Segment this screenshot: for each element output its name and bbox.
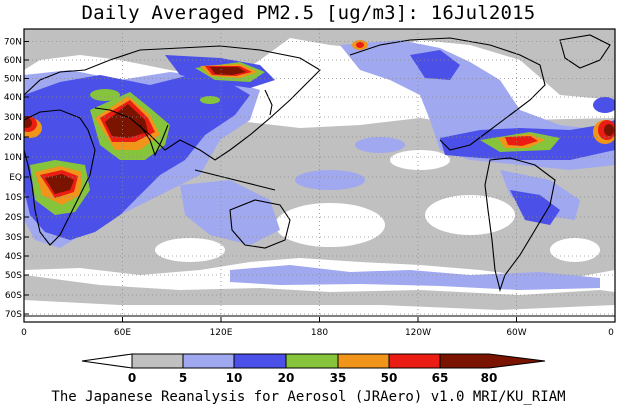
lat-label: EQ xyxy=(9,173,22,183)
legend-bin-6 xyxy=(388,353,441,369)
lat-label: 10N xyxy=(4,153,22,163)
lat-label: 50S xyxy=(5,271,22,281)
legend-tick-label: 0 xyxy=(128,371,136,385)
lat-label: 40S xyxy=(5,252,22,262)
legend-bin-3 xyxy=(233,353,287,369)
map-title: Daily Averaged PM2.5 [ug/m3]: 16Jul2015 xyxy=(81,2,536,24)
lat-label: 60N xyxy=(4,56,22,66)
lon-label: 60E xyxy=(114,328,131,338)
lat-labels: 70N 60N 50N 40N 30N 20N 10N EQ 10S 20S 3… xyxy=(4,38,22,321)
legend-tick-label: 20 xyxy=(278,371,295,385)
lat-label: 10S xyxy=(5,193,22,203)
lon-labels: 0 60E 120E 180 120W 60W 0 xyxy=(21,328,614,338)
legend-tick-label: 80 xyxy=(481,371,498,385)
legend-bin-7 xyxy=(439,353,546,369)
lat-label: 60S xyxy=(5,291,22,301)
pm25-band-80-plus xyxy=(24,67,614,194)
lon-label: 0 xyxy=(21,328,27,338)
legend-bin-5 xyxy=(337,353,390,369)
legend-bin-4 xyxy=(285,353,339,369)
legend-tick-label: 50 xyxy=(381,371,398,385)
lat-ticks xyxy=(24,41,29,315)
map-caption: The Japanese Reanalysis for Aerosol (JRA… xyxy=(51,389,566,405)
legend-bin-2 xyxy=(182,353,235,369)
lon-ticks xyxy=(23,317,616,322)
legend-tick-label: 5 xyxy=(179,371,187,385)
lon-label: 60W xyxy=(506,328,526,338)
legend-labels: 0 5 10 20 35 50 65 80 xyxy=(128,371,498,385)
pm25-field xyxy=(24,29,615,322)
lat-label: 70N xyxy=(4,38,22,48)
pm25-band-0-5 xyxy=(50,50,600,322)
lat-label: 70S xyxy=(5,310,22,320)
lon-label: 180 xyxy=(311,328,328,338)
legend-tick-label: 65 xyxy=(432,371,449,385)
coastlines xyxy=(24,34,615,317)
legend-bin-0 xyxy=(81,353,133,369)
lat-label: 20S xyxy=(5,213,22,223)
lat-label: 30S xyxy=(5,233,22,243)
legend-tick-label: 35 xyxy=(330,371,347,385)
lon-label: 0 xyxy=(608,328,614,338)
color-legend xyxy=(81,353,546,369)
lon-label: 120E xyxy=(210,328,233,338)
lat-label: 20N xyxy=(4,133,22,143)
lat-label: 50N xyxy=(4,75,22,85)
legend-bin-1 xyxy=(131,353,184,369)
graticule xyxy=(24,29,615,322)
lat-label: 40N xyxy=(4,93,22,103)
lon-label: 120W xyxy=(405,328,431,338)
legend-tick-label: 10 xyxy=(226,371,243,385)
lat-label: 30N xyxy=(4,113,22,123)
